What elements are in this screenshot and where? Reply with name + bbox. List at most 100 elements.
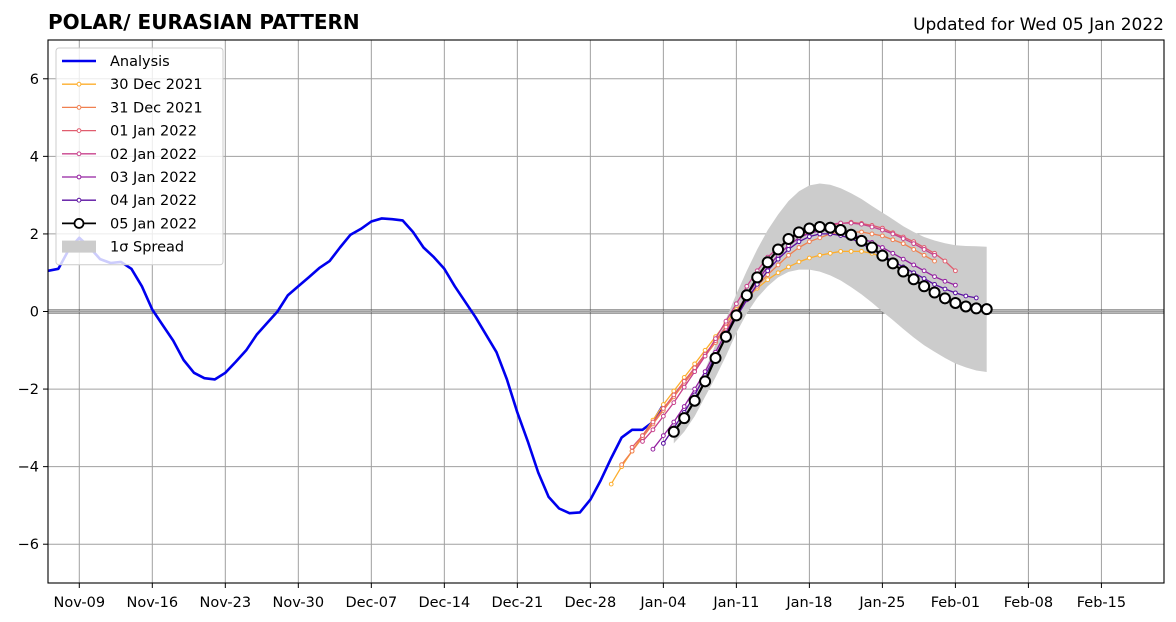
point-31-dec-2021-27 [900, 241, 906, 247]
point-05-jan-2022-2 [688, 394, 701, 407]
point-31-dec-2021-19 [817, 235, 823, 241]
point-05-jan-2022-27 [949, 296, 962, 309]
point-04-jan-2022-12 [786, 247, 791, 252]
point-03-jan-2022-4 [692, 386, 698, 392]
point-05-jan-2022-21 [886, 257, 899, 270]
point-01-jan-2022-1 [640, 433, 645, 439]
point-05-jan-2022-26 [938, 292, 951, 305]
point-30-dec-2021-19 [806, 255, 812, 261]
point-04-jan-2022-11 [775, 256, 781, 262]
point-04-jan-2022-25 [921, 276, 927, 281]
legend-marker-30-dec-2021 [76, 81, 82, 87]
point-05-jan-2022-12 [792, 226, 805, 239]
point-30-dec-2021-16 [775, 270, 781, 276]
point-04-jan-2022-27 [942, 286, 948, 292]
point-30-dec-2021-15 [765, 277, 771, 283]
point-03-jan-2022-24 [900, 256, 906, 262]
point-05-jan-2022-5 [719, 330, 732, 343]
point-30-dec-2021-23 [848, 248, 854, 254]
point-05-jan-2022-7 [740, 289, 753, 302]
point-05-jan-2022-6 [730, 309, 743, 322]
point-31-dec-2021-16 [786, 252, 791, 258]
point-01-jan-2022-30 [942, 258, 948, 264]
point-02-jan-2022-8 [723, 318, 729, 324]
x-tick-label-9: Jan-11 [712, 595, 759, 611]
point-02-jan-2022-23 [879, 227, 885, 233]
legend-marker-01-jan-2022 [76, 128, 82, 134]
y-tick-label-6: 6 [30, 72, 39, 88]
point-02-jan-2022-24 [890, 231, 896, 237]
x-tick-label-2: Nov-23 [200, 595, 252, 611]
point-02-jan-2022-21 [859, 221, 864, 227]
point-30-dec-2021-21 [827, 250, 833, 256]
point-05-jan-2022-9 [761, 256, 774, 269]
point-31-dec-2021-23 [859, 229, 864, 235]
point-03-jan-2022-29 [953, 282, 958, 288]
x-tick-label-5: Dec-14 [418, 595, 470, 611]
point-02-jan-2022-28 [932, 252, 937, 258]
x-tick-label-13: Feb-08 [1004, 595, 1053, 611]
point-31-dec-2021-30 [932, 258, 937, 264]
point-31-dec-2021-17 [796, 245, 802, 250]
point-03-jan-2022-27 [932, 274, 937, 279]
point-01-jan-2022-4 [671, 392, 677, 398]
series-line-analysis [48, 217, 665, 515]
point-01-jan-2022-5 [681, 378, 687, 384]
point-30-dec-2021-0 [608, 481, 614, 487]
point-05-jan-2022-4 [709, 352, 722, 365]
point-31-dec-2021-15 [775, 262, 781, 268]
point-01-jan-2022-2 [650, 419, 656, 425]
point-03-jan-2022-25 [911, 262, 917, 268]
point-01-jan-2022-3 [660, 406, 666, 411]
x-tick-label-8: Jan-04 [639, 595, 686, 611]
point-02-jan-2022-0 [640, 439, 645, 444]
point-03-jan-2022-26 [921, 268, 927, 274]
x-tick-label-0: Nov-09 [53, 595, 105, 611]
legend-marker-31-dec-2021 [76, 105, 82, 110]
point-05-jan-2022-24 [918, 280, 931, 293]
chart-subtitle: Updated for Wed 05 Jan 2022 [913, 15, 1164, 35]
legend: Analysis 30 Dec 2021 31 Dec 2021 01 Jan 202… [55, 47, 224, 266]
point-04-jan-2022-29 [963, 293, 969, 299]
point-31-dec-2021-28 [911, 247, 917, 252]
point-05-jan-2022-10 [772, 243, 785, 256]
x-tick-label-12: Feb-01 [931, 595, 980, 611]
point-30-dec-2021-22 [838, 248, 844, 254]
point-04-jan-2022-30 [973, 295, 979, 301]
point-31-dec-2021-29 [921, 252, 927, 258]
legend-label-05-jan-2022: 05 Jan 2022 [110, 216, 197, 232]
x-tick-label-4: Dec-07 [345, 595, 397, 611]
point-01-jan-2022-31 [953, 268, 958, 274]
legend-box [55, 47, 224, 266]
point-03-jan-2022-0 [650, 446, 656, 452]
point-04-jan-2022-13 [796, 239, 802, 245]
legend-label-01-jan-2022: 01 Jan 2022 [110, 124, 197, 140]
point-03-jan-2022-22 [879, 245, 885, 250]
point-31-dec-2021-25 [879, 233, 885, 239]
point-30-dec-2021-18 [796, 259, 802, 265]
legend-label-31-dec-2021: 31 Dec 2021 [110, 100, 203, 116]
plot-area: Nov-09 Nov-16 Nov-23 Nov-30 Dec-07 Dec-14 Dec-… [18, 39, 1165, 611]
point-05-jan-2022-29 [970, 302, 983, 315]
point-02-jan-2022-22 [869, 224, 875, 230]
point-05-jan-2022-14 [813, 220, 826, 233]
x-tick-label-11: Jan-25 [858, 595, 905, 611]
point-04-jan-2022-14 [806, 234, 812, 240]
point-01-jan-2022-9 [723, 324, 729, 330]
y-tick-label-3: 0 [30, 305, 39, 321]
legend-label-04-jan-2022: 04 Jan 2022 [110, 193, 197, 209]
y-tick-label-1: −4 [18, 460, 39, 476]
point-30-dec-2021-24 [859, 248, 864, 254]
point-05-jan-2022-25 [928, 286, 941, 299]
point-05-jan-2022-15 [824, 221, 837, 234]
point-05-jan-2022-16 [834, 224, 847, 237]
legend-label-02-jan-2022: 02 Jan 2022 [110, 147, 197, 163]
chart-title: POLAR/ EURASIAN PATTERN [48, 10, 360, 34]
point-02-jan-2022-20 [848, 220, 854, 226]
point-30-dec-2021-20 [817, 252, 823, 258]
point-31-dec-2021-26 [890, 237, 896, 243]
point-02-jan-2022-25 [900, 236, 906, 241]
point-05-jan-2022-8 [751, 271, 764, 284]
point-05-jan-2022-18 [855, 234, 868, 247]
point-31-dec-2021-1 [629, 448, 635, 454]
